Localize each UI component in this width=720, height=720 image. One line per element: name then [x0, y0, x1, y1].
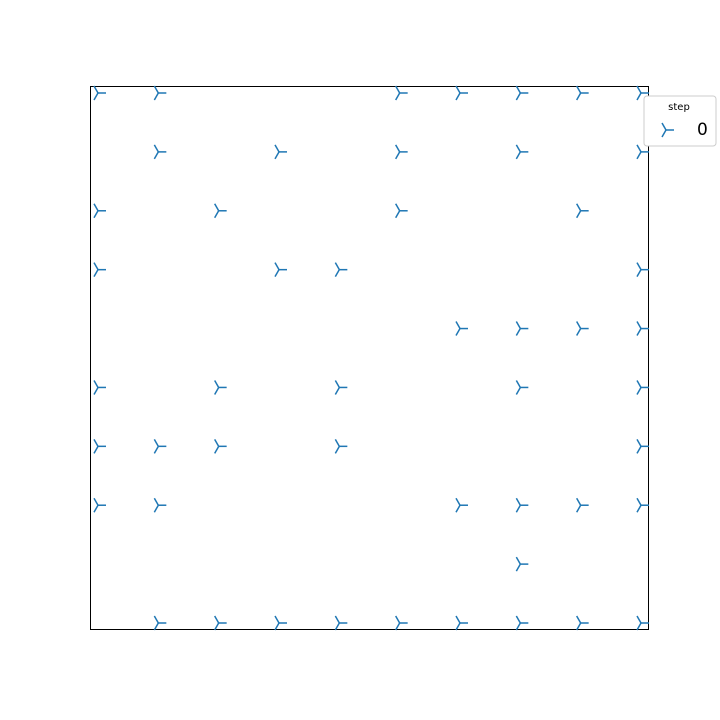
- data-point: [153, 85, 167, 101]
- legend-title: step: [668, 102, 690, 113]
- data-point: [334, 262, 348, 278]
- data-point: [515, 321, 529, 336]
- legend-marker-icon: [661, 122, 674, 138]
- data-point: [576, 203, 589, 219]
- data-point: [515, 380, 529, 395]
- data-point: [455, 321, 468, 336]
- data-point: [636, 144, 649, 160]
- data-point: [93, 438, 106, 454]
- legend-marker: [661, 122, 674, 138]
- data-point: [455, 85, 468, 101]
- legend: step 0: [643, 95, 717, 147]
- data-point: [153, 438, 167, 454]
- data-point: [395, 85, 408, 101]
- data-point: [93, 203, 106, 219]
- data-point: [93, 380, 106, 395]
- data-point: [153, 144, 167, 160]
- data-point: [93, 85, 106, 101]
- data-point: [274, 262, 287, 278]
- data-point: [515, 144, 529, 160]
- data-point: [636, 438, 649, 454]
- data-point: [455, 615, 468, 631]
- legend-label: 0: [697, 120, 708, 140]
- data-point: [576, 497, 589, 513]
- data-point: [153, 615, 167, 631]
- data-point: [274, 615, 287, 631]
- data-point: [395, 144, 408, 160]
- data-point: [214, 615, 227, 631]
- data-point: [274, 144, 287, 160]
- data-point: [395, 615, 408, 631]
- data-point: [636, 262, 649, 278]
- data-point: [334, 615, 348, 631]
- data-point: [395, 203, 408, 219]
- legend-box: [643, 95, 717, 147]
- data-point: [636, 615, 649, 631]
- data-point: [636, 321, 649, 336]
- data-point: [576, 615, 589, 631]
- data-point: [334, 380, 348, 395]
- data-point: [153, 497, 167, 513]
- plot-frame: [90, 86, 649, 630]
- data-point: [93, 497, 106, 513]
- data-point: [214, 203, 227, 219]
- data-point: [515, 497, 529, 513]
- data-point: [455, 497, 468, 513]
- data-point: [93, 262, 106, 278]
- data-point: [576, 85, 589, 101]
- data-point: [515, 556, 529, 572]
- data-point: [214, 380, 227, 395]
- data-point: [515, 615, 529, 631]
- data-point: [636, 85, 649, 101]
- data-point: [214, 438, 227, 454]
- data-point: [636, 380, 649, 395]
- data-point: [334, 438, 348, 454]
- data-points: [93, 85, 649, 631]
- data-point: [515, 85, 529, 101]
- data-point: [576, 321, 589, 336]
- data-point: [636, 497, 649, 513]
